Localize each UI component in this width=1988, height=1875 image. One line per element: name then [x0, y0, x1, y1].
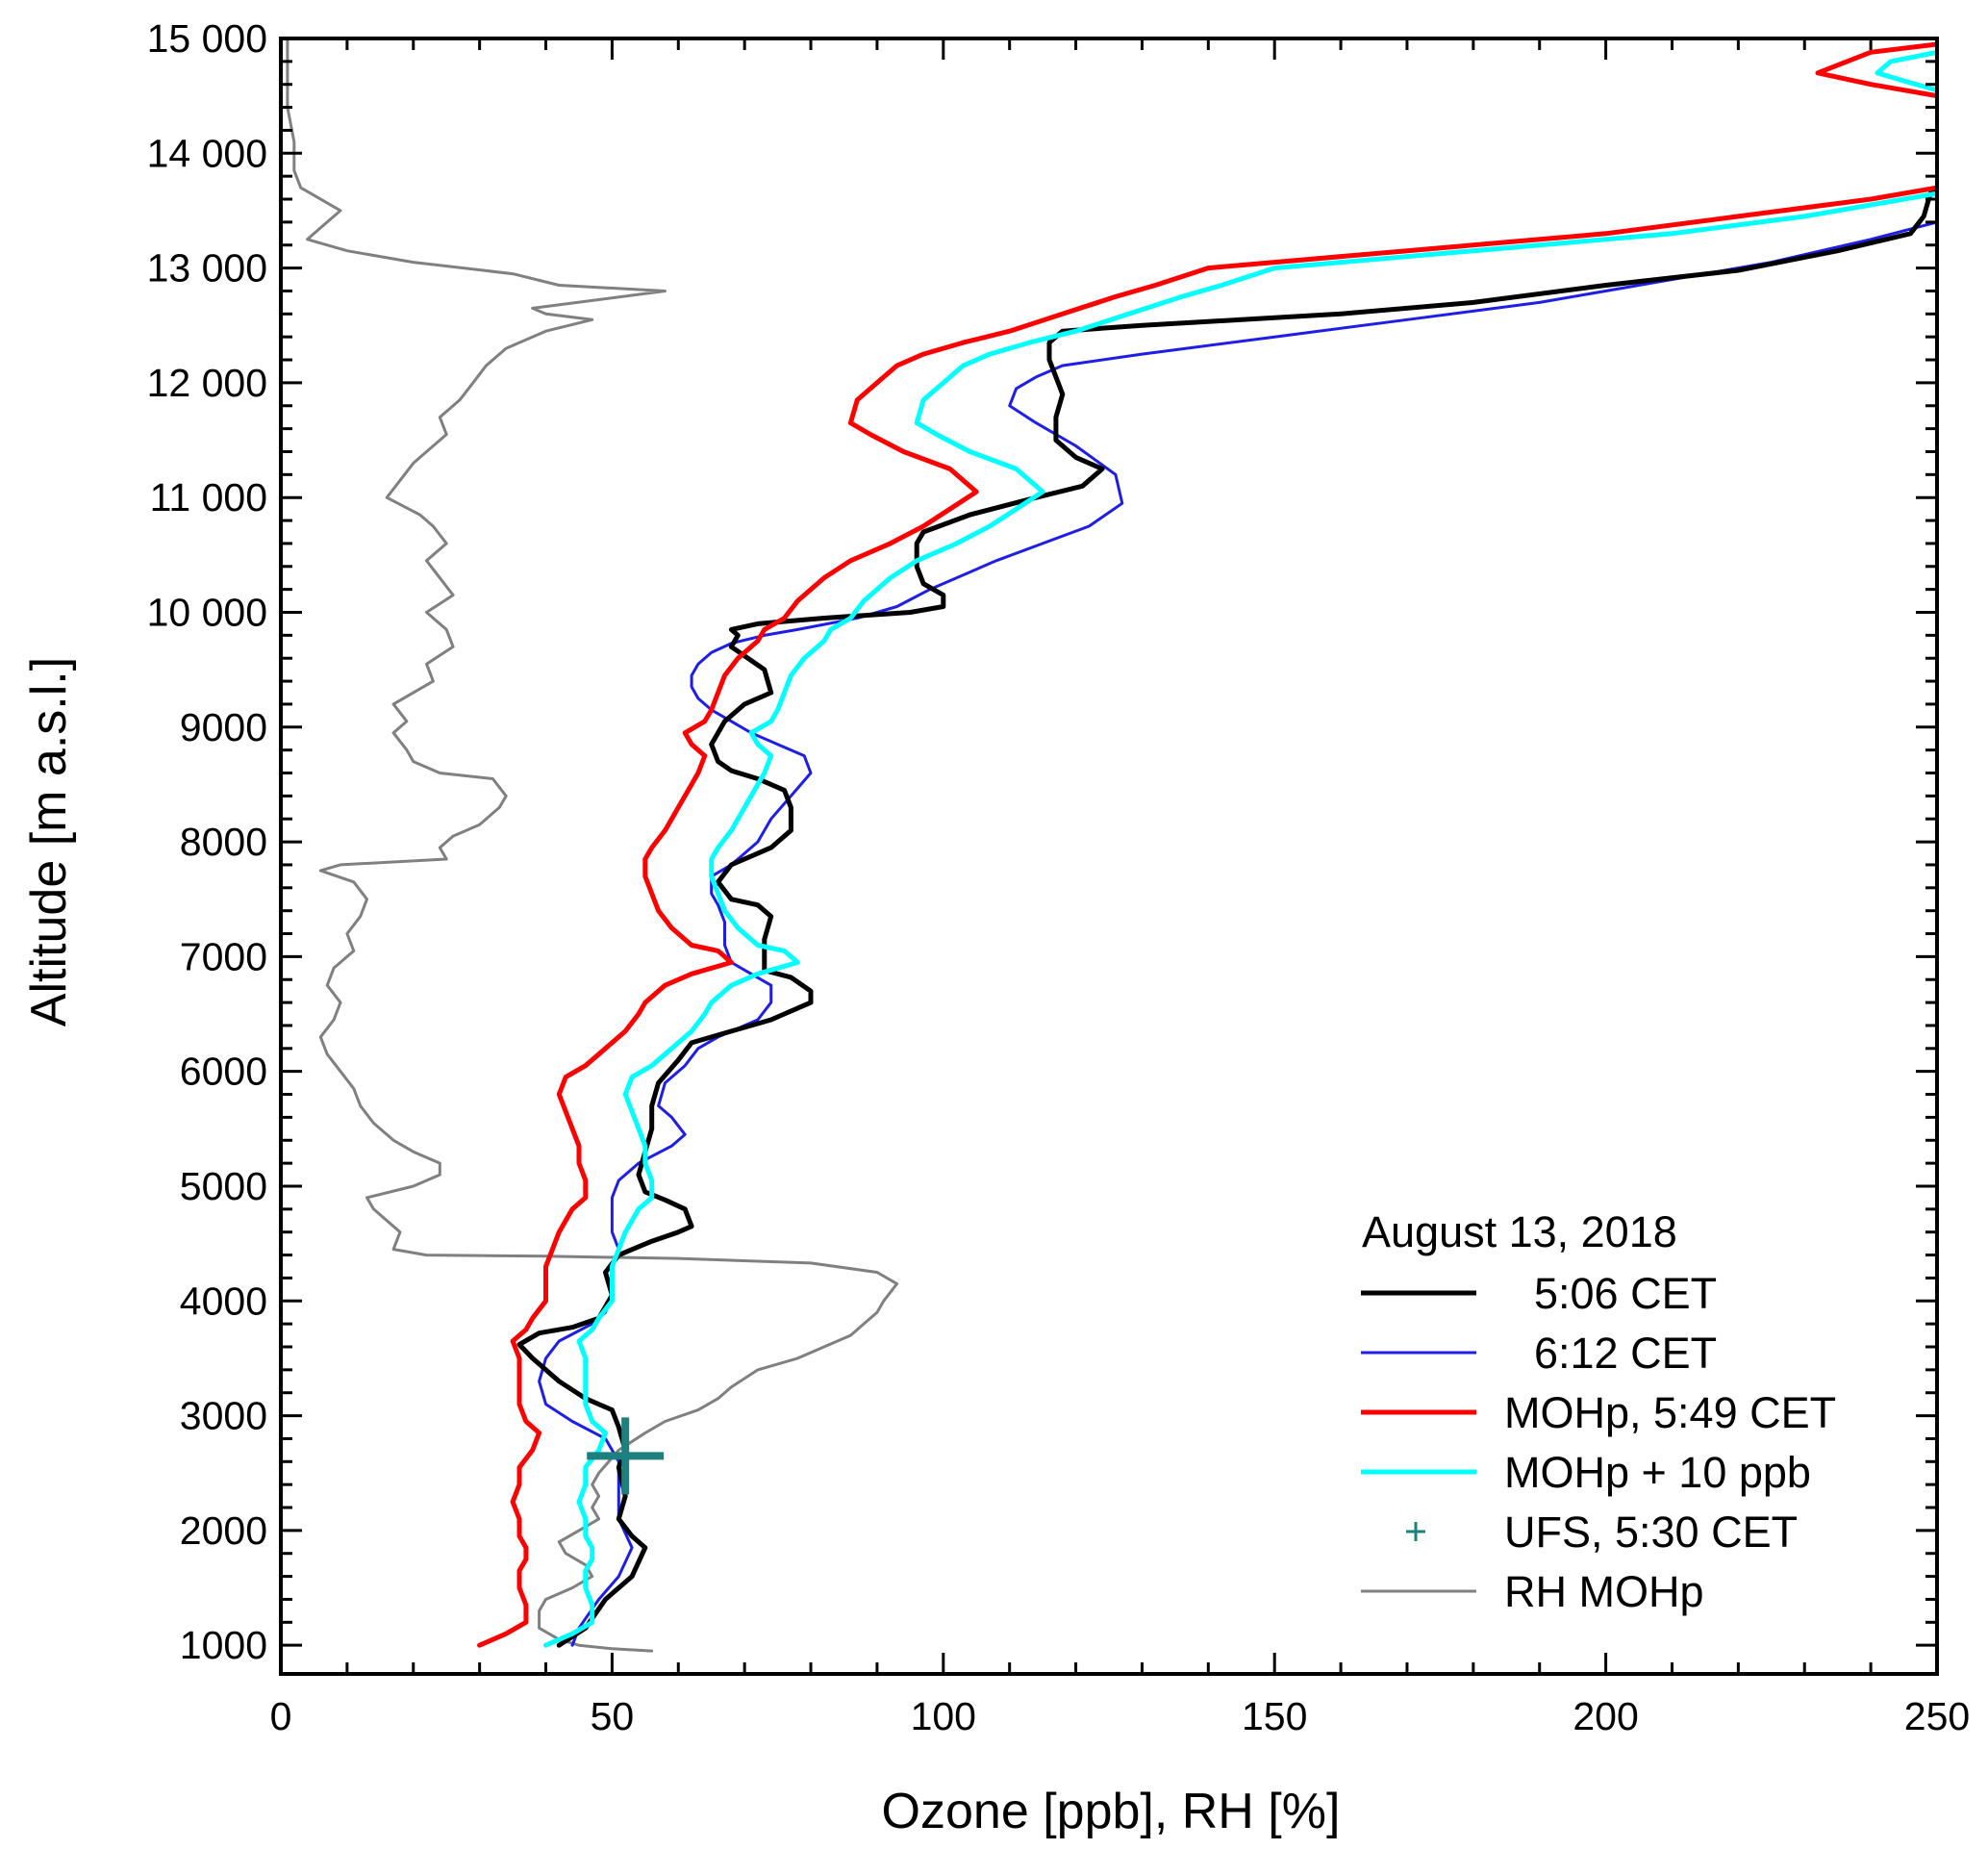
legend-label: UFS, 5:30 CET [1504, 1508, 1798, 1557]
y-tick-label: 15 000 [147, 16, 267, 61]
y-tick-label: 3000 [180, 1394, 267, 1438]
series-line-upper-mohp-5-49-cet [1815, 41, 1937, 99]
legend-item-mohp-10-ppb: MOHp + 10 ppb [1361, 1448, 1811, 1497]
series-line-mohp-10-ppb [543, 190, 1937, 1648]
plot-area [286, 38, 1937, 1653]
x-tick-label: 100 [911, 1694, 976, 1738]
y-tick-label: 14 000 [147, 131, 267, 175]
y-tick-label: 9000 [180, 705, 267, 749]
x-tick-label: 50 [591, 1694, 635, 1738]
x-tick-label: 150 [1242, 1694, 1307, 1738]
series-line-upper-mohp-10-ppb [1875, 49, 1937, 93]
legend-label: MOHp, 5:49 CET [1504, 1388, 1836, 1437]
series-layer [286, 38, 1937, 1653]
y-tick-label: 10 000 [147, 590, 267, 634]
series-line-mohp-5-49-cet [477, 185, 1937, 1648]
series-line-5-06-cet [516, 185, 1937, 1648]
y-tick-label: 1000 [180, 1623, 267, 1667]
y-tick-label: 5000 [180, 1164, 267, 1208]
legend-item-rh-mohp: RH MOHp [1361, 1567, 1704, 1616]
legend: August 13, 2018 5:06 CET 6:12 CET MOHp, 5:… [1361, 1207, 1836, 1616]
legend-item-ufs-5-30-cet: UFS, 5:30 CET [1406, 1508, 1798, 1557]
x-tick-label: 250 [1904, 1694, 1970, 1738]
legend-item-mohp-5-49-cet: MOHp, 5:49 CET [1361, 1388, 1836, 1437]
y-axis-title: Altitude [m a.s.l.] [21, 657, 77, 1026]
series-line-rh-mohp [286, 38, 899, 1653]
y-tick-label: 6000 [180, 1050, 267, 1094]
y-tick-label: 2000 [180, 1508, 267, 1553]
y-tick-label: 13 000 [147, 246, 267, 291]
plot-frame [279, 37, 1939, 1676]
legend-item-6-12-cet: 6:12 CET [1361, 1329, 1717, 1378]
legend-item-5-06-cet: 5:06 CET [1361, 1269, 1717, 1318]
x-axis-title: Ozone [ppb], RH [%] [882, 1784, 1341, 1839]
legend-label: RH MOHp [1504, 1567, 1704, 1616]
axes-layer: 0 50 100 150 200 250 1000 2000 3000 4000 5000 6000 7… [147, 16, 1971, 1738]
series-marker-ufs-5-30-cet [587, 1417, 665, 1495]
y-tick-label: 11 000 [150, 475, 267, 519]
legend-label: MOHp + 10 ppb [1504, 1448, 1811, 1497]
x-tick-label: 200 [1573, 1694, 1638, 1738]
y-tick-label: 12 000 [147, 361, 267, 405]
y-tick-label: 8000 [180, 820, 267, 864]
y-tick-label: 7000 [180, 934, 267, 978]
legend-title: August 13, 2018 [1362, 1207, 1677, 1256]
legend-label: 6:12 CET [1534, 1329, 1717, 1378]
legend-label: 5:06 CET [1534, 1269, 1717, 1318]
y-tick-label: 4000 [180, 1279, 267, 1323]
x-tick-label: 0 [270, 1694, 292, 1738]
